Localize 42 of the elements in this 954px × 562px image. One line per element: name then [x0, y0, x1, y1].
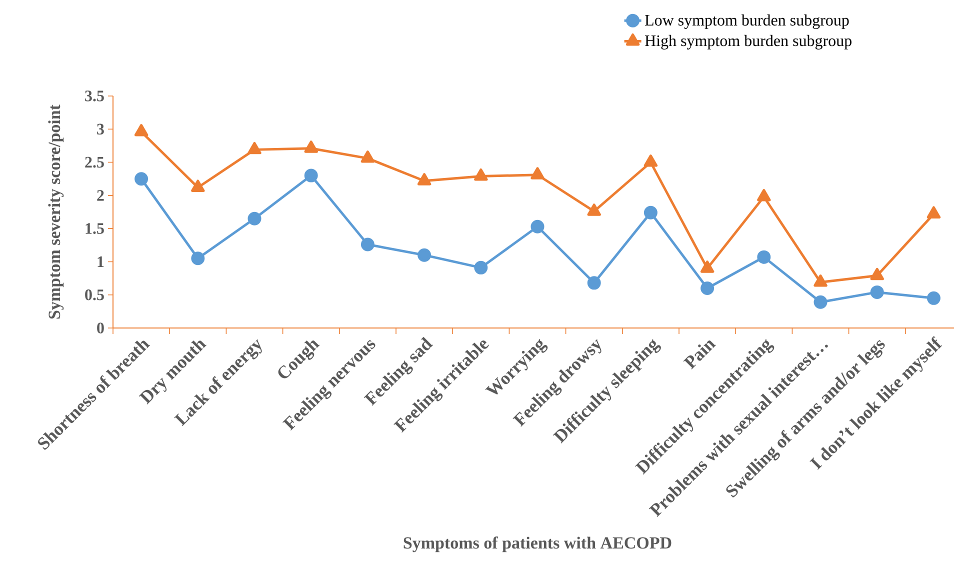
y-tick-label: 3.5 [85, 90, 104, 102]
point [248, 142, 262, 154]
point [248, 212, 262, 226]
y-tick-label: 2.5 [85, 156, 104, 168]
y-tick-label: 3 [97, 124, 104, 135]
point [530, 220, 544, 234]
point [926, 291, 940, 305]
point [814, 274, 828, 287]
point [700, 281, 714, 295]
point [474, 168, 488, 181]
y-tick-label: 1 [98, 256, 104, 267]
point [757, 189, 771, 202]
point [644, 154, 658, 167]
point [360, 150, 375, 163]
x-axis-title: Symptoms of patients with AECOPD [404, 536, 672, 552]
y-tick-label: 1.5 [86, 223, 104, 234]
point [644, 206, 658, 220]
y-axis-title: Symptom severity score/point [48, 104, 64, 319]
point [587, 276, 601, 290]
point [926, 206, 941, 218]
y-tick-label: 0 [97, 322, 104, 334]
point [870, 285, 884, 299]
point [757, 250, 771, 264]
point [474, 260, 488, 274]
point [304, 168, 318, 182]
legend-label: High symptom burden subgroup [645, 34, 852, 50]
point [700, 260, 714, 273]
point [360, 238, 374, 252]
point [530, 167, 544, 180]
point [134, 124, 148, 136]
point [191, 252, 205, 266]
point [191, 180, 205, 192]
point [304, 140, 318, 153]
point [587, 204, 601, 216]
point [814, 295, 828, 309]
y-tick-label: 2 [97, 190, 104, 201]
point [134, 172, 148, 186]
y-tick-label: 0.5 [85, 289, 104, 300]
point [870, 268, 884, 280]
point [417, 173, 432, 186]
legend-label: Low symptom burden subgroup [645, 14, 849, 29]
point [418, 248, 432, 262]
